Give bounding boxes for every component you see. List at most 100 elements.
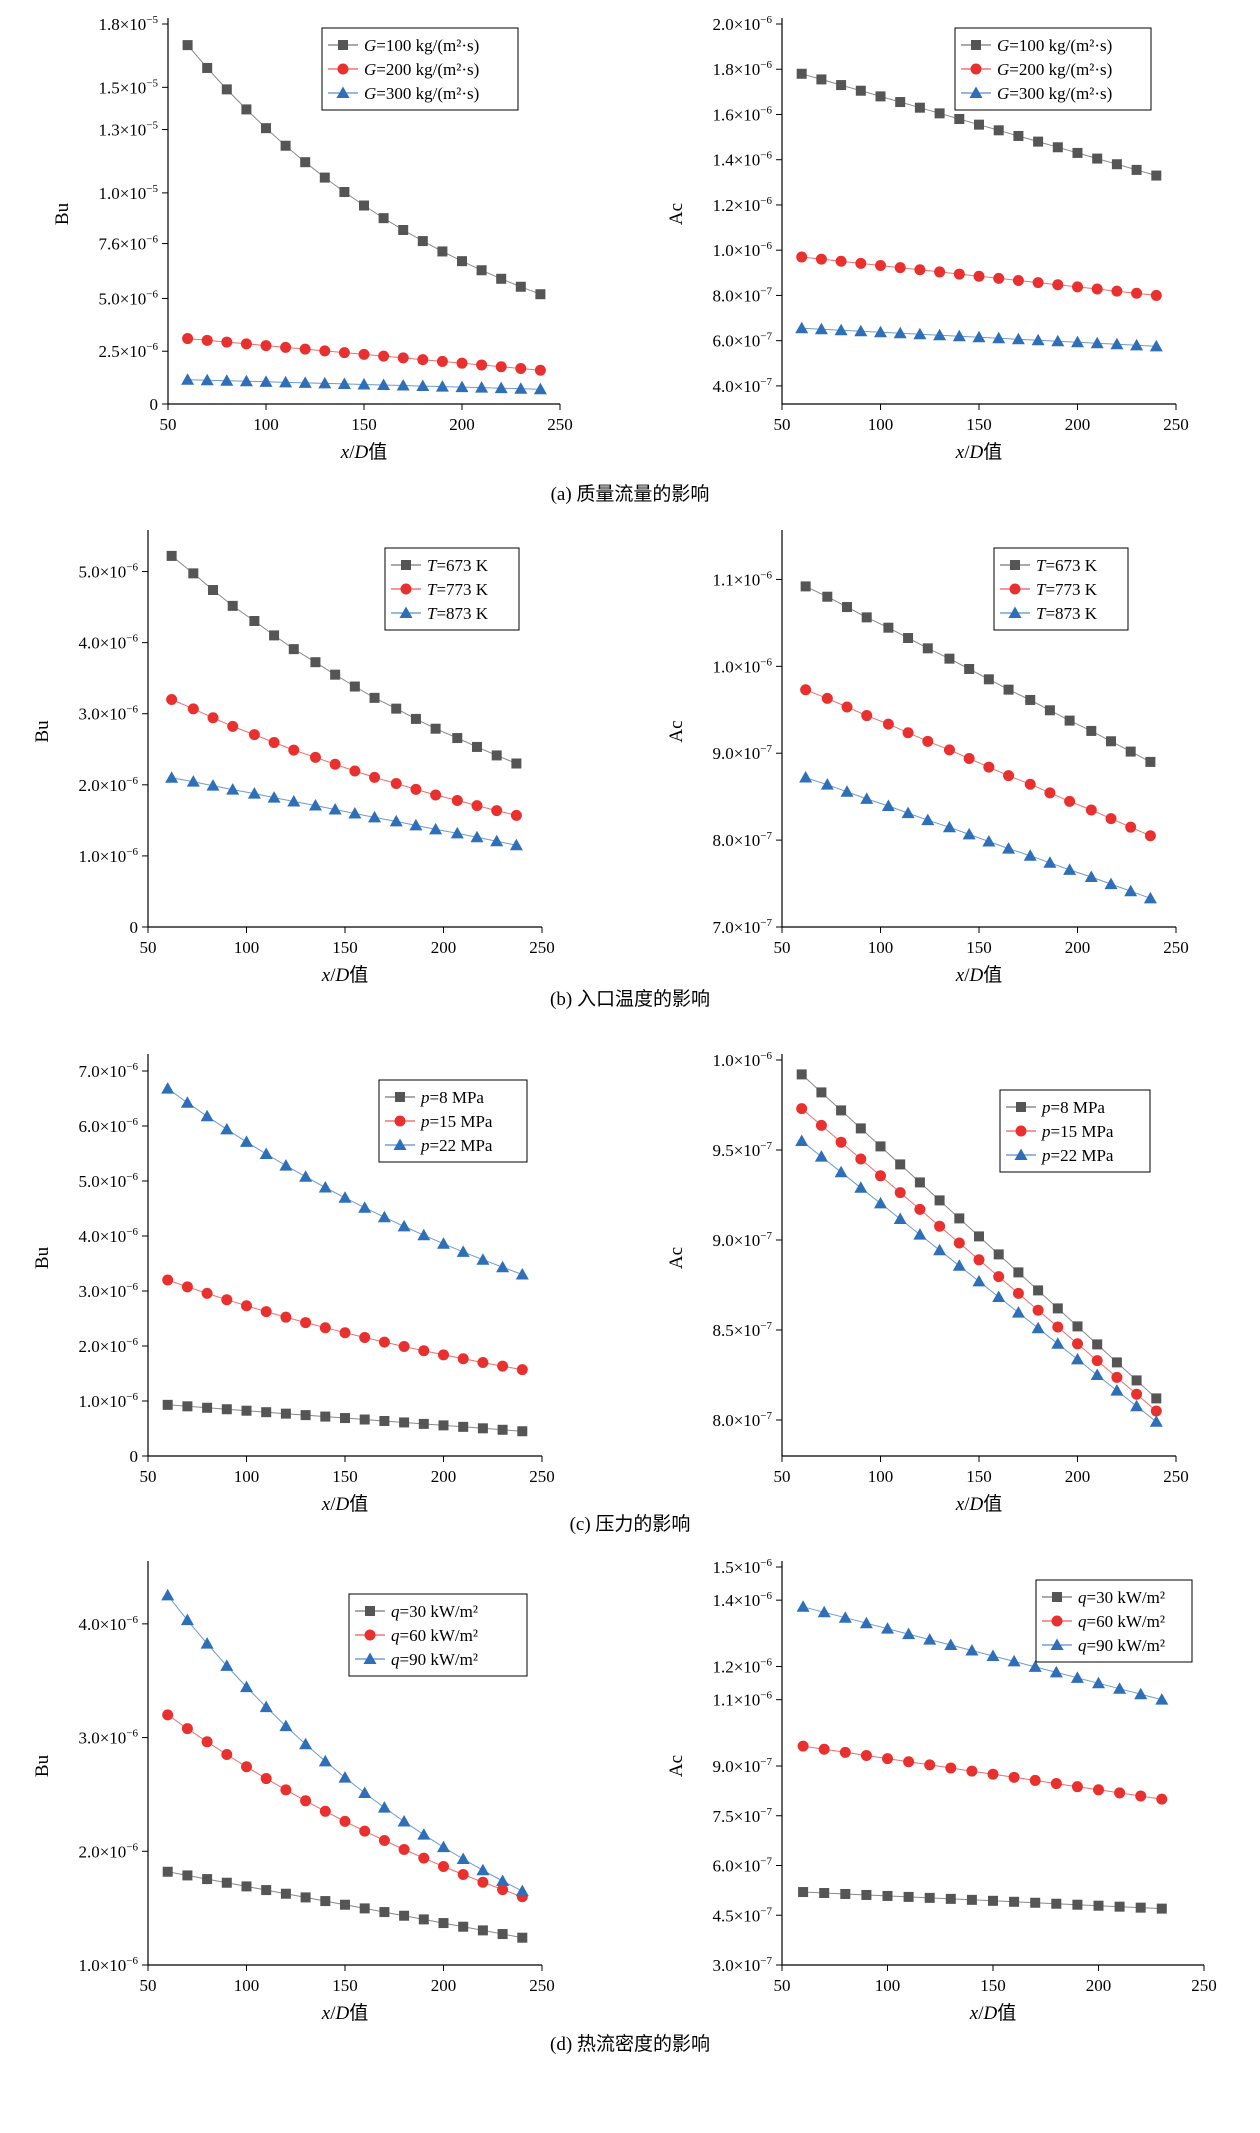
data-point (319, 1322, 331, 1334)
data-point (1051, 1337, 1065, 1349)
data-point (988, 1895, 998, 1906)
data-point (840, 785, 854, 797)
x-tick-label: 50 (774, 938, 791, 957)
data-point (822, 591, 833, 602)
data-point (1125, 821, 1137, 833)
data-point (953, 268, 965, 280)
data-point (1064, 795, 1076, 807)
legend-marker (970, 63, 982, 75)
data-point (202, 1402, 213, 1413)
data-point (396, 379, 410, 391)
data-point (339, 1327, 351, 1339)
data-point (201, 1287, 213, 1299)
y-tick-label: 1.8×10−6 (712, 59, 772, 79)
legend-marker (395, 1092, 405, 1102)
legend-marker (1009, 583, 1021, 595)
data-point (298, 376, 312, 388)
data-point (359, 1332, 371, 1344)
y-axis-label: Ac (666, 1755, 687, 1777)
data-point (874, 1196, 887, 1209)
x-tick-label: 50 (140, 1976, 157, 1995)
data-point (1090, 1368, 1104, 1380)
data-point (435, 380, 449, 392)
data-point (954, 1213, 965, 1224)
data-point (377, 1210, 391, 1223)
legend-label: T=773 K (1036, 580, 1098, 599)
data-point (240, 338, 252, 350)
data-point (839, 1746, 851, 1758)
data-point (318, 1754, 332, 1767)
data-point (471, 741, 482, 752)
y-tick-label: 7.5×10−7 (712, 1806, 772, 1826)
y-tick-label: 1.2×10−6 (712, 195, 772, 215)
data-point (299, 1737, 313, 1750)
legend-label: p=8 MPa (420, 1088, 484, 1107)
data-point (973, 270, 985, 282)
legend-marker (400, 583, 412, 595)
data-point (1104, 877, 1118, 890)
data-point (1072, 281, 1083, 293)
data-point (369, 692, 380, 703)
data-point (399, 1910, 410, 1921)
x-tick-label: 100 (234, 1467, 260, 1486)
data-point (299, 343, 311, 355)
data-point (337, 377, 351, 389)
chart-d-bu: 50 100 150 200 250 1.0×10−6 2.0×10−6 3.0×10−6 4.… (32, 1561, 555, 2024)
data-point (1105, 813, 1117, 825)
data-point (287, 795, 301, 807)
x-tick-label: 250 (547, 415, 573, 434)
legend-marker (1010, 560, 1020, 570)
data-point (288, 744, 300, 756)
data-point (838, 1611, 852, 1623)
data-point (943, 744, 955, 756)
x-tick-label: 250 (1191, 1976, 1217, 1995)
data-point (944, 1638, 958, 1651)
data-point (1023, 849, 1037, 861)
data-point (814, 322, 828, 335)
data-point (162, 1399, 173, 1410)
y-tick-label: 1.2×10−6 (712, 1657, 772, 1677)
data-point (1024, 778, 1036, 790)
x-tick-label: 250 (1163, 1467, 1189, 1486)
data-point (186, 775, 200, 787)
data-point (1072, 1899, 1083, 1910)
legend-marker (969, 86, 983, 98)
data-point (398, 224, 409, 235)
data-point (418, 1345, 430, 1357)
data-point (855, 257, 867, 269)
x-tick-label: 200 (1086, 1976, 1112, 1995)
data-point (188, 568, 199, 579)
data-point (379, 1415, 390, 1426)
data-point (348, 806, 362, 819)
data-point (494, 381, 508, 394)
data-point (986, 1649, 1000, 1661)
data-point (1124, 884, 1138, 897)
x-tick-label: 150 (332, 1467, 358, 1486)
data-point (1009, 1896, 1020, 1907)
data-point (359, 1903, 370, 1914)
data-point (162, 1709, 174, 1721)
data-point (338, 347, 350, 359)
chart-a-bu: 50 100 150 200 250 0 2.5×10−6 5.0×10−6 7.6×10−6 1… (52, 14, 573, 463)
legend-label: G=200 kg/(m²·s) (364, 60, 479, 79)
data-point (1007, 1654, 1021, 1667)
data-point (221, 1749, 233, 1761)
series-line-2 (805, 777, 1151, 899)
data-point (308, 799, 322, 811)
data-point (972, 1274, 986, 1287)
x-tick-label: 100 (868, 1467, 894, 1486)
data-point (894, 262, 906, 274)
data-point (349, 765, 361, 777)
data-point (300, 1410, 311, 1421)
data-point (964, 663, 975, 674)
data-point (165, 771, 179, 783)
data-point (162, 1866, 173, 1877)
data-point (855, 1153, 867, 1165)
data-point (517, 1932, 528, 1943)
data-point (1011, 1306, 1025, 1318)
data-point (496, 1260, 510, 1273)
data-point (491, 805, 503, 817)
data-point (836, 1105, 847, 1116)
legend-marker (393, 1138, 407, 1150)
